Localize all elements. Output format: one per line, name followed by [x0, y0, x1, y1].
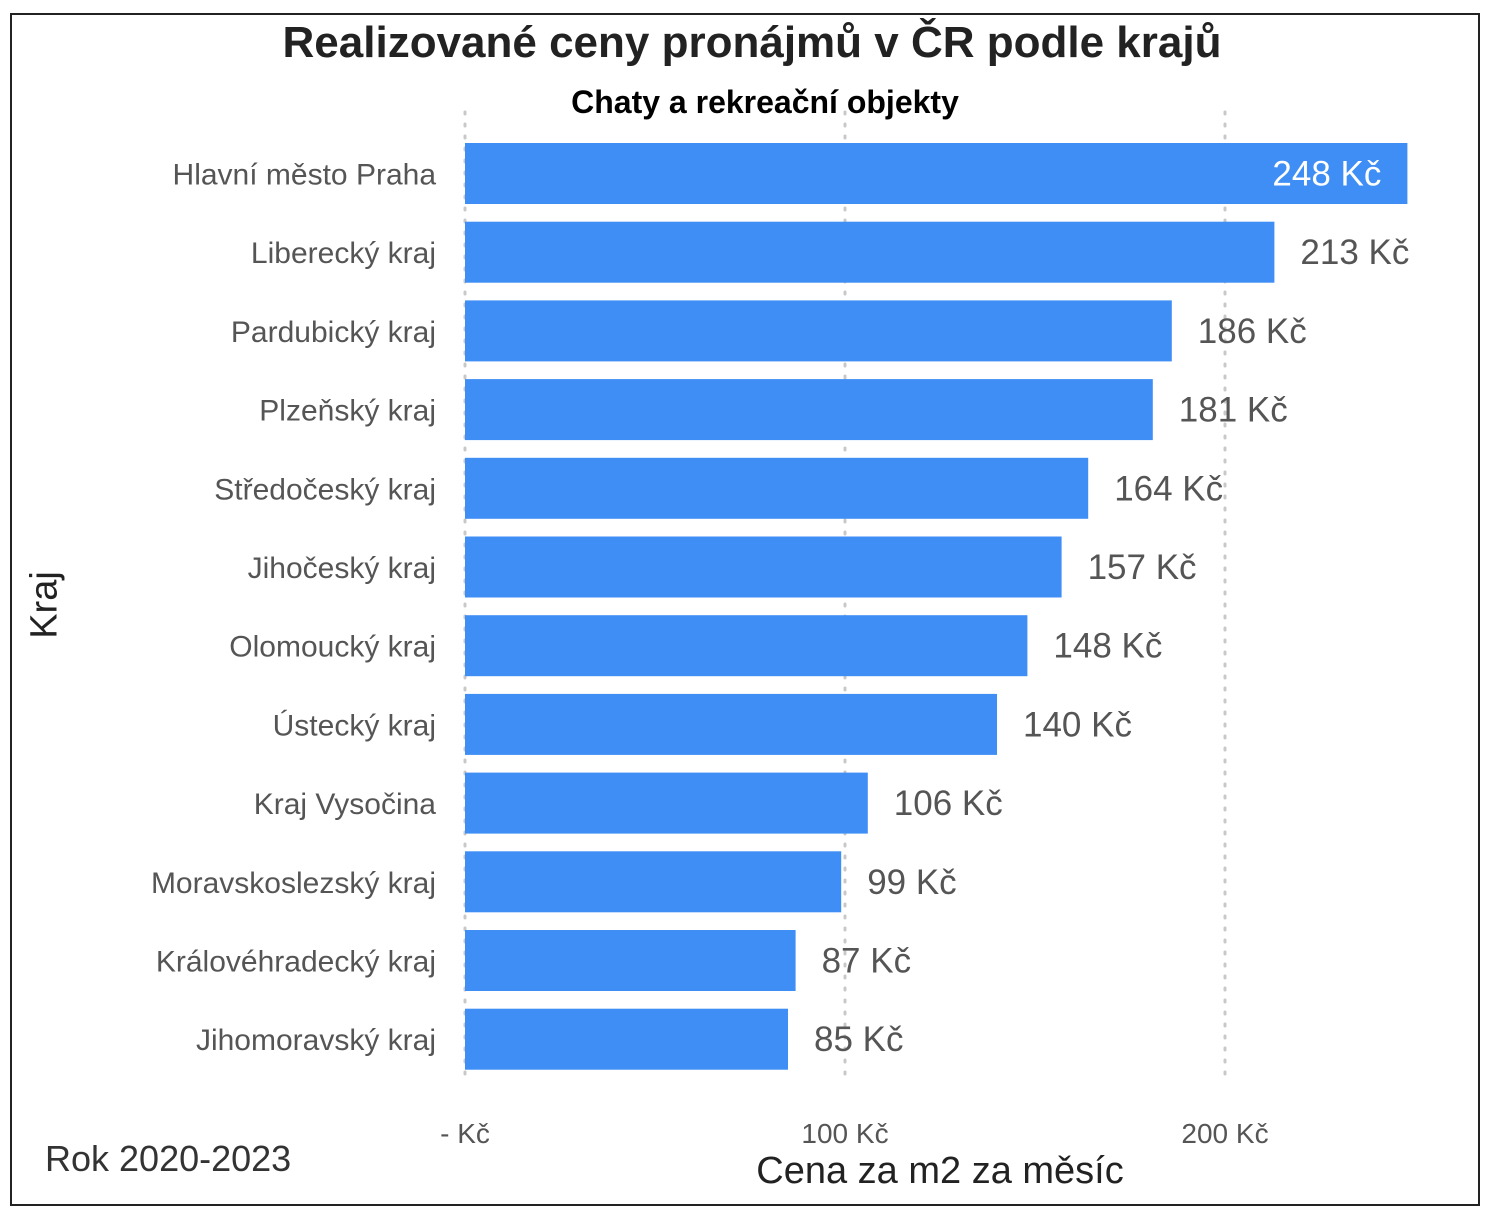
value-label: 213 Kč	[1300, 233, 1409, 272]
category-label: Středočeský kraj	[214, 473, 436, 506]
bars	[465, 143, 1408, 1070]
x-tick-label: 200 Kč	[1181, 1118, 1268, 1149]
x-tick-labels: - Kč 100 Kč 200 Kč	[440, 1118, 1268, 1149]
y-axis-label: Kraj	[23, 571, 66, 639]
x-tick-label: 100 Kč	[801, 1118, 888, 1149]
chart-title: Realizované ceny pronájmů v ČR podle kra…	[282, 18, 1222, 67]
category-label: Jihočeský kraj	[248, 552, 436, 585]
bar	[465, 221, 1275, 283]
bar	[465, 1008, 788, 1070]
category-label: Moravskoslezský kraj	[151, 867, 436, 900]
bar	[465, 457, 1089, 519]
x-tick-label: - Kč	[440, 1118, 490, 1149]
value-label: 181 Kč	[1179, 391, 1288, 430]
category-label: Ústecký kraj	[273, 709, 436, 742]
category-label: Plzeňský kraj	[259, 395, 436, 428]
bar	[465, 772, 868, 834]
chart-subtitle: Chaty a rekreační objekty	[571, 84, 959, 120]
bar	[465, 300, 1172, 362]
value-label: 186 Kč	[1198, 312, 1307, 351]
value-label: 148 Kč	[1053, 627, 1162, 666]
bar	[465, 143, 1408, 204]
value-label: 106 Kč	[894, 784, 1003, 823]
category-label: Pardubický kraj	[231, 316, 436, 349]
x-axis-label: Cena za m2 za měsíc	[756, 1150, 1124, 1192]
bar	[465, 379, 1153, 441]
bar	[465, 536, 1062, 598]
bar	[465, 930, 796, 991]
category-label: Jihomoravský kraj	[196, 1024, 436, 1057]
category-labels: Hlavní město Praha Liberecký kraj Pardubic…	[151, 159, 436, 1058]
value-label: 157 Kč	[1088, 548, 1197, 587]
category-label: Kraj Vysočina	[254, 788, 437, 821]
chart-frame	[10, 13, 1480, 1206]
value-label: 85 Kč	[814, 1020, 904, 1059]
footnote: Rok 2020-2023	[45, 1138, 292, 1179]
bar	[465, 851, 842, 913]
value-labels: 248 Kč 213 Kč 186 Kč 181 Kč 164 Kč 157 Kč 148 …	[814, 155, 1409, 1060]
bar	[465, 693, 997, 755]
value-label: 99 Kč	[867, 863, 957, 902]
category-label: Olomoucký kraj	[229, 631, 436, 664]
category-label: Hlavní město Praha	[173, 159, 437, 192]
bar	[465, 615, 1028, 677]
value-label: 140 Kč	[1023, 705, 1132, 744]
value-label: 164 Kč	[1114, 469, 1223, 508]
value-label: 87 Kč	[822, 942, 912, 981]
category-label: Liberecký kraj	[251, 237, 436, 270]
value-label: 248 Kč	[1272, 155, 1381, 194]
gridlines	[463, 110, 1227, 1082]
category-label: Královéhradecký kraj	[156, 946, 436, 979]
